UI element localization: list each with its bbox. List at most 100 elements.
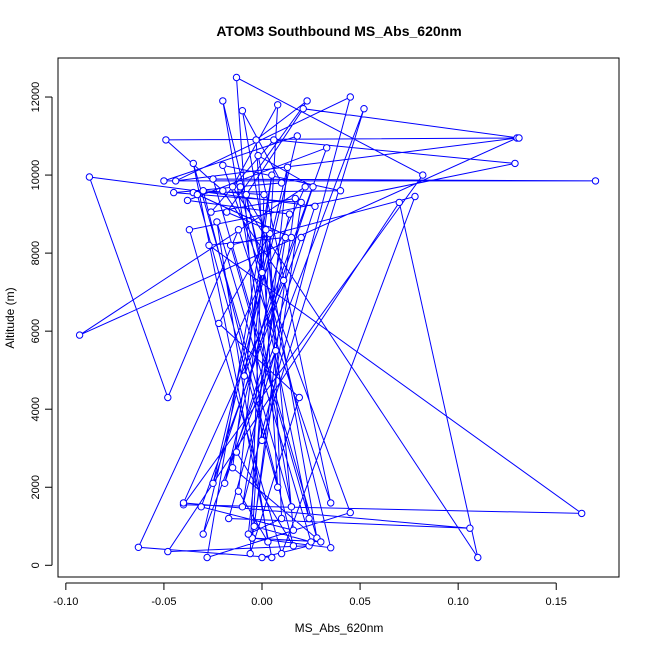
data-point [270, 136, 278, 144]
x-axis-label: MS_Abs_620nm [295, 621, 384, 635]
data-point [277, 549, 286, 558]
data-point [236, 183, 245, 191]
data-point [162, 136, 170, 144]
y-tick-label: 6000 [30, 319, 42, 343]
data-point [258, 268, 266, 277]
data-point [260, 190, 268, 199]
data-point [283, 163, 292, 172]
data-point [293, 132, 301, 140]
data-point [134, 543, 143, 551]
data-point [336, 187, 345, 195]
data-point [228, 183, 237, 191]
data-point [226, 241, 235, 250]
x-tick-label: 0.00 [251, 596, 272, 608]
plot-frame [57, 57, 620, 578]
data-point [213, 218, 221, 226]
data-point [309, 183, 317, 191]
data-point [221, 479, 229, 487]
data-point [228, 464, 237, 472]
data-point [242, 190, 251, 199]
data-point [234, 226, 243, 234]
data-point [258, 436, 266, 445]
x-tick-label: -0.05 [151, 596, 176, 608]
y-tick-label: 10000 [30, 160, 42, 191]
data-point [264, 538, 272, 546]
data-point [346, 93, 354, 101]
data-point [164, 547, 172, 556]
data-point [299, 105, 307, 113]
data-point [258, 553, 266, 562]
data-point [395, 198, 403, 207]
data-point [274, 101, 282, 109]
series-line [79, 76, 596, 559]
data-point [183, 196, 192, 205]
data-point [323, 144, 331, 152]
data-point [327, 544, 335, 552]
data-point [268, 171, 276, 179]
x-tick-label: -0.10 [53, 596, 78, 608]
data-point [197, 503, 205, 511]
data-point [234, 487, 243, 495]
data-point [209, 479, 217, 487]
data-point [85, 173, 94, 181]
data-point [207, 208, 215, 216]
data-point [189, 159, 198, 168]
data-point [411, 192, 419, 201]
y-tick-label: 0 [30, 562, 42, 568]
axes: -0.10 -0.05 0.00 0.05 0.10 0.15 0 2000 4000 6000 8… [30, 82, 567, 608]
data-point [360, 105, 368, 113]
data-point [317, 538, 325, 546]
data-point [305, 514, 313, 523]
data-point [295, 393, 303, 402]
data-point [223, 208, 231, 216]
data-point [246, 549, 254, 558]
data-point [205, 241, 213, 250]
data-point [252, 136, 260, 144]
y-tick-label: 12000 [30, 82, 42, 113]
data-point [311, 202, 319, 211]
data-point [289, 542, 298, 550]
data-point [160, 177, 168, 185]
data-point [515, 134, 523, 142]
data-point [244, 530, 253, 538]
x-tick-label: 0.10 [447, 596, 468, 608]
data-point [240, 372, 249, 380]
data-point [285, 210, 294, 218]
data-point [291, 194, 299, 203]
data-point [199, 530, 207, 538]
y-tick-label: 4000 [30, 397, 42, 421]
data-point [209, 175, 217, 183]
data-point [219, 187, 227, 195]
data-point [272, 347, 280, 355]
data-point [254, 151, 262, 160]
data-point [303, 97, 311, 105]
data-point [279, 276, 288, 285]
data-point [419, 171, 427, 179]
data-point [287, 233, 296, 242]
data-point [219, 97, 227, 105]
data-point [289, 526, 298, 534]
data-point [307, 538, 315, 546]
data-point [238, 503, 247, 511]
chart-title: ATOM3 Southbound MS_Abs_620nm [216, 23, 461, 39]
x-tick-label: 0.15 [546, 596, 567, 608]
data-point [262, 226, 270, 234]
data-series [75, 73, 600, 562]
data-point [199, 187, 207, 195]
data-point [591, 177, 600, 185]
data-point [277, 514, 286, 523]
data-point [179, 499, 188, 507]
data-point [327, 499, 335, 507]
data-point [346, 508, 354, 517]
data-point [474, 553, 482, 562]
y-axis-label: Altitude (m) [3, 287, 17, 348]
data-point [172, 177, 180, 185]
data-point [185, 226, 194, 234]
y-tick-label: 8000 [30, 241, 42, 265]
data-point [219, 161, 227, 170]
data-point [232, 73, 241, 82]
data-point [466, 524, 474, 532]
data-point [274, 483, 282, 491]
data-point [203, 553, 211, 562]
data-point [301, 183, 309, 191]
